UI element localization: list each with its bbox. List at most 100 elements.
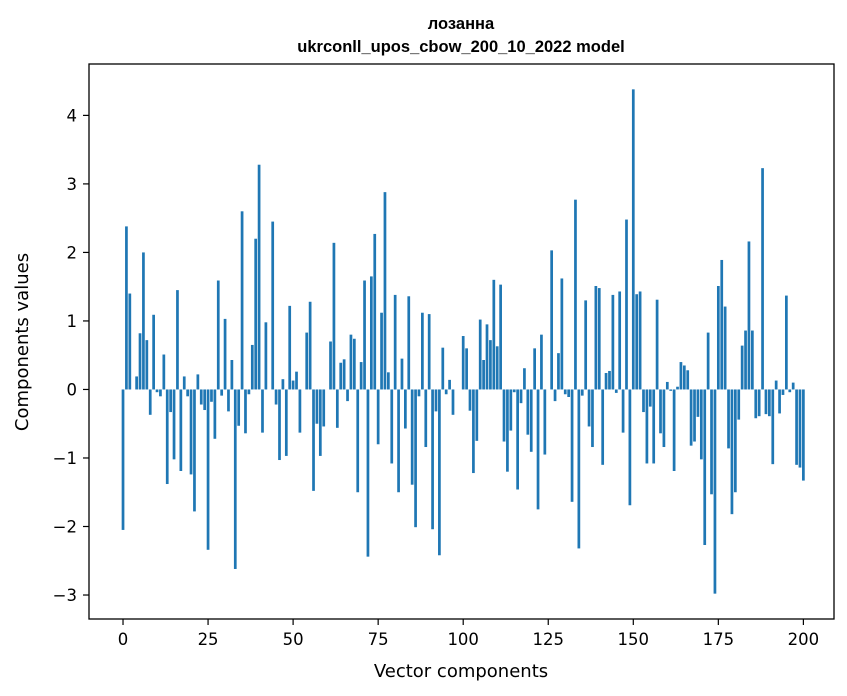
bar [424, 389, 428, 448]
x-tick-label: 0 [118, 630, 129, 649]
chart-title: лозанна [428, 15, 495, 33]
bar [774, 380, 778, 390]
bar [373, 233, 377, 390]
bar [414, 389, 417, 528]
bar [451, 389, 455, 415]
bar [710, 389, 713, 495]
bar [210, 389, 213, 402]
y-tick-label: 0 [67, 380, 78, 399]
bar [346, 389, 349, 402]
bar [727, 389, 730, 449]
bar [145, 340, 149, 390]
bar [288, 305, 292, 390]
bar [196, 374, 200, 390]
y-tick-label: 1 [67, 312, 78, 331]
y-tick-label: −3 [53, 586, 77, 605]
bar [125, 226, 128, 390]
y-tick-label: 4 [67, 106, 78, 125]
bar [356, 389, 360, 493]
bar [747, 241, 751, 390]
bar [703, 389, 707, 545]
bar [795, 389, 798, 465]
bar [791, 382, 795, 390]
y-tick-label: −2 [53, 518, 77, 537]
bar [757, 389, 761, 417]
bar [461, 336, 465, 390]
y-axis-label: Components values [12, 253, 33, 431]
bar [281, 379, 285, 390]
bar [261, 389, 264, 433]
bar [339, 362, 343, 390]
bar [597, 288, 601, 390]
bar [427, 314, 431, 390]
bar [274, 389, 278, 405]
bar [162, 354, 166, 390]
x-tick-label: 125 [532, 630, 564, 649]
bar [713, 389, 717, 594]
bar [672, 389, 676, 471]
bar [206, 389, 210, 550]
bar [689, 389, 693, 446]
bar [193, 389, 196, 512]
bar [472, 389, 475, 474]
bar [778, 389, 781, 414]
bar [128, 293, 132, 390]
bar [631, 89, 635, 390]
bar [254, 238, 258, 390]
bar [203, 389, 207, 411]
bar [318, 389, 322, 456]
bar [506, 389, 509, 472]
bar [499, 284, 502, 390]
bar [404, 389, 407, 429]
bar [781, 389, 785, 395]
bar [659, 389, 662, 434]
bar [387, 372, 390, 390]
bar [495, 346, 499, 390]
bar [410, 389, 414, 485]
bar [213, 389, 217, 439]
bar [570, 389, 574, 502]
bar [608, 370, 611, 390]
bar [417, 389, 421, 397]
x-tick-label: 200 [788, 630, 820, 649]
bar [305, 332, 309, 390]
x-tick-label: 150 [618, 630, 650, 649]
x-tick-label: 100 [447, 630, 479, 649]
bar [557, 353, 560, 390]
bar [642, 389, 645, 413]
bar [165, 389, 169, 485]
bar [407, 296, 411, 390]
bar [614, 389, 618, 393]
bar [308, 301, 312, 390]
bar [604, 373, 608, 390]
bar [363, 280, 366, 390]
bar [227, 389, 230, 412]
x-tick-label: 75 [368, 630, 389, 649]
bar [322, 389, 326, 427]
bar [662, 389, 666, 448]
bar [737, 389, 741, 420]
bar [434, 389, 438, 412]
x-tick-label: 175 [703, 630, 735, 649]
bar [152, 314, 155, 390]
bar [785, 295, 788, 390]
bar [349, 334, 353, 390]
bar [601, 389, 605, 465]
y-tick-label: −1 [53, 449, 77, 468]
bar [332, 242, 336, 390]
bar [216, 280, 220, 390]
bar [342, 359, 346, 390]
bar [577, 389, 581, 549]
bar [366, 389, 370, 557]
bar [492, 279, 496, 390]
bar [543, 389, 547, 455]
bar [744, 330, 747, 390]
bar [655, 299, 659, 390]
x-tick-label: 25 [198, 630, 219, 649]
bar [264, 322, 268, 390]
bar [771, 389, 775, 465]
bar [768, 389, 771, 417]
bar [397, 389, 400, 493]
bar [648, 389, 652, 407]
